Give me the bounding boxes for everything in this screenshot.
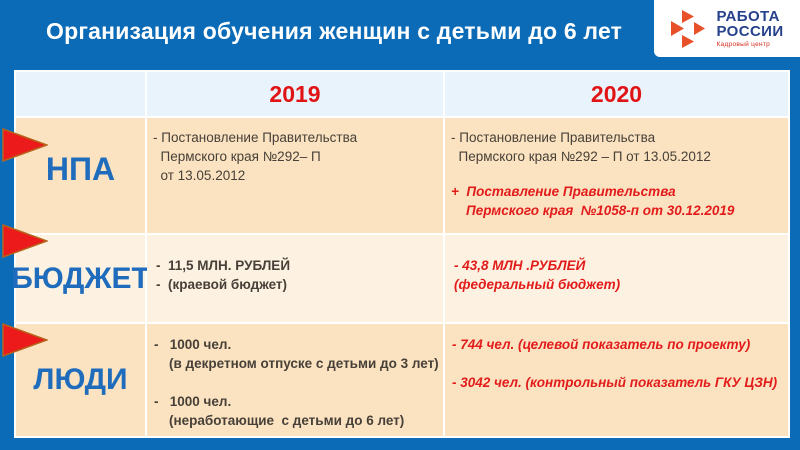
- budget-2020-cell: - 43,8 МЛН .РУБЛЕЙ (федеральный бюджет): [445, 235, 788, 322]
- comparison-table: 2019 2020 НПА - Постановление Правительс…: [11, 70, 790, 438]
- budget-row-marker-arrow-icon: [2, 224, 48, 258]
- npa-2019-cell: - Постановление Правительства Пермского …: [147, 118, 443, 233]
- people-2020-cell: - 744 чел. (целевой показатель по проект…: [445, 324, 788, 436]
- column-header-2019: 2019: [147, 72, 443, 116]
- npa-2020-added-text: + Поставление Правительства Пермского кр…: [451, 184, 735, 218]
- slide-title: Организация обучения женщин с детьми до …: [46, 18, 623, 44]
- logo-subtitle: Кадровый центр: [716, 40, 771, 48]
- logo-name-line1: РАБОТА: [716, 7, 780, 25]
- people-2019-cell: - 1000 чел. (в декретном отпуске с детьм…: [147, 324, 443, 436]
- npa-row-marker-arrow-icon: [2, 128, 48, 162]
- npa-2020-main-text: - Постановление Правительства Пермского …: [451, 130, 711, 164]
- table-corner-cell: [16, 72, 145, 116]
- logo-name-line2: РОССИИ: [716, 22, 784, 40]
- budget-2020-text: - 43,8 МЛН .РУБЛЕЙ (федеральный бюджет): [454, 258, 621, 292]
- budget-2019-text: - 11,5 МЛН. РУБЛЕЙ - (краевой бюджет): [156, 258, 291, 292]
- row-label-budget: БЮДЖЕТ: [11, 235, 150, 322]
- npa-2020-cell: - Постановление Правительства Пермского …: [445, 118, 788, 233]
- budget-2019-cell: - 11,5 МЛН. РУБЛЕЙ - (краевой бюджет): [147, 235, 443, 322]
- people-row-marker-arrow-icon: [2, 323, 48, 357]
- column-header-2020: 2020: [445, 72, 788, 116]
- people-2019-text: - 1000 чел. (в декретном отпуске с детьм…: [154, 337, 439, 428]
- rabota-rossii-logo: РАБОТА РОССИИ Кадровый центр: [654, 0, 800, 57]
- npa-2019-text: - Постановление Правительства Пермского …: [153, 130, 358, 183]
- logo-triangles-icon: [671, 9, 706, 48]
- logo-text-block: РАБОТА РОССИИ Кадровый центр: [716, 9, 783, 49]
- row-label-npa: НПА: [16, 118, 145, 233]
- people-2020-text: - 744 чел. (целевой показатель по проект…: [452, 337, 778, 390]
